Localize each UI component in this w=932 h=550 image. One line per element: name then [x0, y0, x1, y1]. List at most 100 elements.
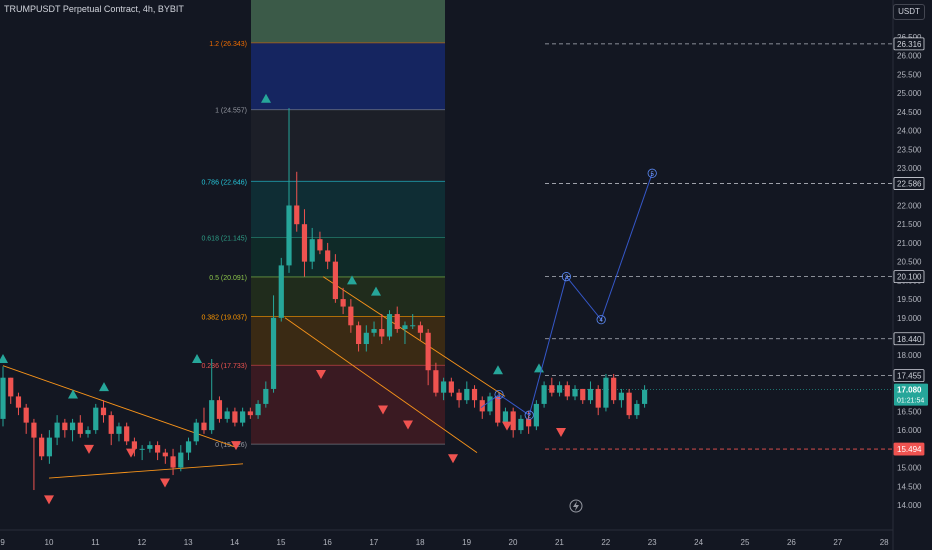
trendline-lower: [48, 463, 244, 479]
wave-point-marker: [561, 272, 571, 282]
time-axis-tick: 20: [509, 538, 518, 547]
fib-level-label: 1.2 (26.343): [209, 41, 247, 48]
candle-body: [46, 437, 52, 457]
fib-level-label: 0.786 (22.646): [201, 179, 247, 186]
candle-body: [580, 388, 586, 401]
candle-body: [23, 407, 29, 423]
candle-body: [394, 314, 400, 330]
candle-body: [518, 418, 524, 431]
candle-body: [162, 452, 168, 457]
price-axis-tick: 19.500: [897, 295, 922, 304]
candle-body: [634, 403, 640, 416]
countdown-label: 01:21:54: [897, 398, 924, 405]
candle-body: [541, 385, 547, 404]
candle-body: [487, 396, 493, 412]
price-line-label: 17.455: [897, 372, 922, 381]
candle-body: [626, 392, 632, 416]
fib-level-label: 0.236 (17.733): [201, 363, 247, 370]
candle-body: [317, 239, 323, 251]
candle-body: [363, 332, 369, 345]
fib-zone: [251, 316, 445, 366]
candle-body: [340, 299, 346, 307]
candle-body: [448, 381, 454, 393]
price-axis-tick: 24.000: [897, 127, 922, 136]
sell-signal-marker: [403, 420, 413, 430]
candle-body: [379, 329, 385, 337]
candle-body: [587, 388, 594, 401]
candle-body: [185, 441, 192, 453]
candle-body: [224, 411, 230, 419]
candle-body: [0, 377, 6, 419]
buy-signal-marker: [261, 93, 271, 103]
candle-body: [611, 377, 617, 401]
time-axis-tick: 13: [184, 538, 193, 547]
price-axis-tick: 14.000: [897, 501, 922, 510]
price-axis-tick: 23.000: [897, 164, 922, 173]
wave-point-marker: [596, 315, 606, 325]
candle-body: [433, 370, 439, 393]
price-axis-tick: 20.500: [897, 258, 922, 267]
candle-body: [549, 385, 555, 393]
candle-body: [116, 426, 122, 434]
sell-signal-marker: [231, 441, 241, 451]
price-axis-tick: 25.000: [897, 89, 922, 98]
sell-signal-marker: [126, 448, 136, 458]
time-axis-tick: 19: [462, 538, 471, 547]
elliott-wave-path: [480, 173, 653, 416]
fib-zone: [251, 42, 445, 110]
candle-body: [572, 388, 578, 397]
fib-zone: [251, 181, 445, 238]
candle-body: [294, 205, 300, 225]
candle-body: [278, 265, 284, 318]
price-line-label-box: [893, 37, 925, 51]
price-axis-tick: 14.500: [897, 482, 922, 491]
time-axis-tick: 16: [323, 538, 332, 547]
time-axis-tick: 9: [0, 538, 5, 547]
candle-body: [209, 400, 215, 431]
candle-body: [131, 441, 138, 449]
candle-body: [54, 422, 60, 438]
candle-body: [301, 224, 308, 262]
candle-body: [471, 388, 478, 401]
candle-body: [286, 205, 292, 266]
candle-body: [255, 403, 261, 416]
candle-body: [201, 422, 207, 431]
buy-signal-marker: [68, 389, 78, 399]
sell-signal-marker: [84, 444, 94, 454]
lightning-icon: [569, 499, 583, 513]
candle-body: [39, 437, 45, 457]
time-axis-tick: 11: [91, 538, 100, 547]
candle-body: [270, 317, 277, 389]
candle-body: [441, 381, 447, 393]
buy-signal-marker: [347, 275, 357, 285]
buy-signal-marker: [0, 353, 8, 363]
wave-point-label: 5: [651, 172, 655, 178]
candle-body: [155, 445, 161, 453]
price-axis-tick: 16.000: [897, 426, 922, 435]
candle-body: [456, 392, 462, 401]
time-axis-tick: 25: [741, 538, 750, 547]
price-axis-tick: 22.000: [897, 201, 922, 210]
candle-body: [479, 400, 485, 412]
buy-signal-marker: [99, 382, 109, 392]
wave-point-label: 3: [565, 275, 569, 281]
price-line-label: 15.494: [897, 445, 922, 454]
time-axis-tick: 22: [601, 538, 610, 547]
price-line-label-box: [893, 442, 925, 456]
chart-title: TRUMPUSDT Perpetual Contract, 4h, BYBIT: [4, 4, 184, 14]
fib-zone: [251, 109, 445, 182]
sell-signal-marker: [316, 369, 326, 379]
candle-body: [618, 392, 624, 401]
price-axis-tick: 19.000: [897, 314, 922, 323]
candle-body: [69, 422, 76, 431]
sell-signal-marker: [44, 495, 54, 505]
currency-button[interactable]: USDT: [893, 4, 925, 20]
price-line-label: 26.316: [897, 40, 922, 49]
time-axis-tick: 10: [45, 538, 54, 547]
last-price-box: [894, 383, 928, 406]
price-axis-tick: 23.500: [897, 145, 922, 154]
time-axis-tick: 15: [277, 538, 286, 547]
candle-body: [263, 388, 269, 404]
wave-point-label: 2: [528, 414, 532, 420]
